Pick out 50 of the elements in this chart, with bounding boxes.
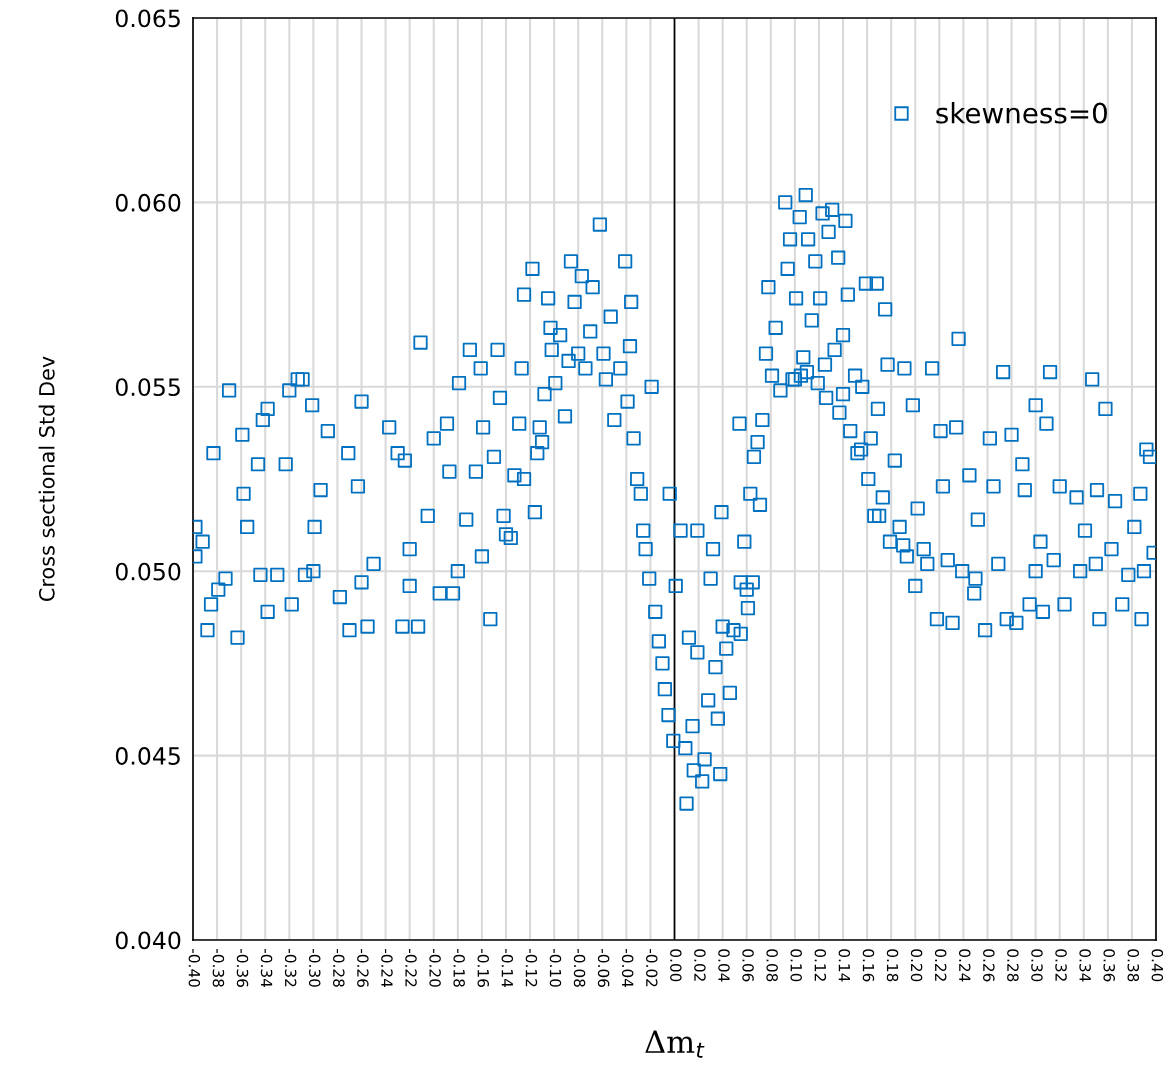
x-tick-label: 0.24 xyxy=(958,949,971,982)
x-tick-label: -0.28 xyxy=(333,949,345,987)
y-tick-label: 0.065 xyxy=(115,9,180,28)
x-tick-label: -0.30 xyxy=(308,949,321,987)
x-tick-label: 0.08 xyxy=(766,949,778,982)
y-tick-label: 0.055 xyxy=(115,378,180,397)
x-tick-label: -0.02 xyxy=(645,949,658,987)
x-tick-label: -0.40 xyxy=(188,949,201,987)
x-tick-label: -0.18 xyxy=(453,949,465,987)
x-tick-label: 0.22 xyxy=(934,949,947,981)
y-axis-title: Cross sectional Std Dev xyxy=(38,356,55,602)
x-tick-label: -0.36 xyxy=(236,949,249,987)
x-tick-label: 0.10 xyxy=(790,949,802,982)
x-tick-label: -0.16 xyxy=(477,949,490,987)
x-tick-label: 0.30 xyxy=(1031,949,1043,982)
x-tick-label: 0.28 xyxy=(1007,949,1019,982)
x-tick-label: -0.26 xyxy=(357,949,369,987)
legend-label: skewness=0 xyxy=(936,102,1107,124)
x-tick-label: 0.14 xyxy=(838,949,851,982)
y-tick-label: 0.045 xyxy=(115,747,180,765)
x-tick-label: 0.32 xyxy=(1055,949,1067,981)
x-tick-label: 0.18 xyxy=(886,949,899,982)
x-tick-label: -0.22 xyxy=(405,949,417,987)
x-tick-label: 0.20 xyxy=(910,949,923,982)
x-tick-label: 0.16 xyxy=(862,949,875,982)
y-tick-label: 0.050 xyxy=(115,562,181,581)
x-tick-label: 0.36 xyxy=(1103,949,1115,982)
x-tick-label: -0.14 xyxy=(501,949,514,988)
x-tick-label: 0.06 xyxy=(742,949,754,982)
x-tick-label: -0.04 xyxy=(621,949,634,988)
x-tick-label: 0.38 xyxy=(1127,949,1140,982)
x-tick-label: -0.32 xyxy=(284,949,297,987)
x-tick-label: -0.24 xyxy=(381,949,393,988)
y-tick-label: 0.040 xyxy=(115,931,181,950)
x-tick-label: -0.38 xyxy=(212,949,225,987)
x-tick-label: -0.06 xyxy=(597,949,610,987)
x-tick-label: 0.26 xyxy=(983,949,995,982)
x-tick-label: 0.40 xyxy=(1151,949,1164,982)
x-tick-label: 0.00 xyxy=(670,949,682,982)
x-tick-label: 0.04 xyxy=(718,949,730,982)
x-axis-title: Δm$_{t}$ xyxy=(645,1030,705,1058)
x-tick-label: 0.34 xyxy=(1079,949,1091,982)
x-tick-label: 0.12 xyxy=(814,949,827,981)
x-tick-label: -0.12 xyxy=(525,949,538,987)
x-tick-label: -0.10 xyxy=(549,949,562,987)
x-tick-label: -0.34 xyxy=(260,949,273,988)
x-tick-label: -0.08 xyxy=(573,949,586,987)
x-tick-label: 0.02 xyxy=(694,949,706,981)
y-tick-label: 0.060 xyxy=(115,193,181,212)
x-tick-label: -0.20 xyxy=(429,949,441,987)
